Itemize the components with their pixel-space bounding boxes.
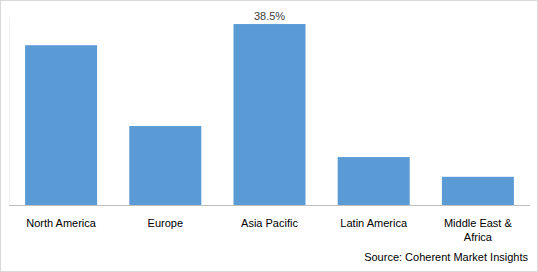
- bar: [25, 45, 97, 205]
- bar: [338, 157, 410, 205]
- label-line: Europe: [148, 217, 183, 229]
- frame: [1, 1, 538, 272]
- label-line: Africa: [464, 231, 493, 243]
- label-line: Middle East &: [444, 217, 513, 229]
- x-tick-label: North America: [26, 217, 97, 229]
- data-label: 38.5%: [254, 10, 285, 22]
- bar: [234, 24, 306, 205]
- x-tick-label: Middle East & Africa: [444, 217, 513, 243]
- label-line: Asia Pacific: [241, 217, 298, 229]
- x-tick-label: Latin America: [340, 217, 408, 229]
- label-line: Latin America: [340, 217, 408, 229]
- label-line: North America: [26, 217, 97, 229]
- bar: [442, 177, 514, 205]
- x-tick-label: Europe: [148, 217, 183, 229]
- y-axis-line: [9, 17, 10, 205]
- x-axis-line: [9, 205, 530, 206]
- bar: [129, 126, 201, 205]
- chart: 38.5% North America Europe Asia Pacific Lati…: [0, 0, 538, 272]
- bars: [25, 24, 514, 205]
- x-tick-label: Asia Pacific: [241, 217, 298, 229]
- source: Source: Coherent Market Insights: [364, 251, 528, 263]
